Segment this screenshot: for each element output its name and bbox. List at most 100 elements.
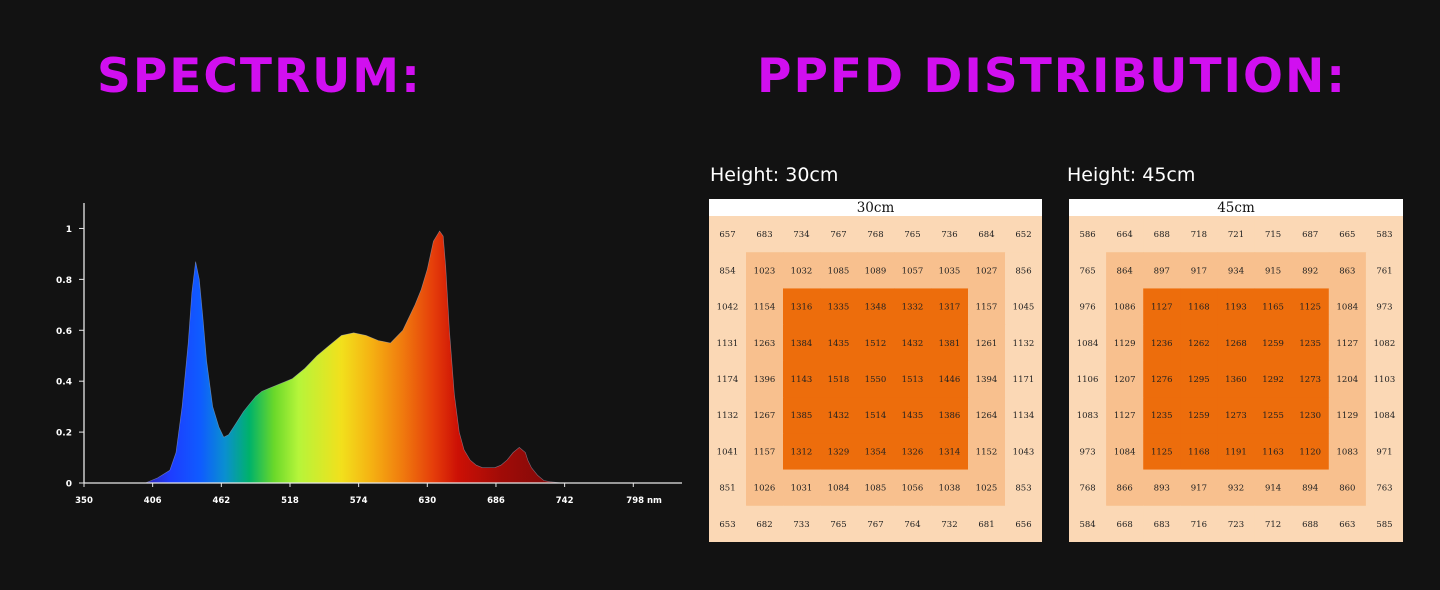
heatmap-cell	[1143, 252, 1181, 290]
heatmap-value: 1259	[1188, 411, 1210, 421]
heatmap-cell	[1217, 397, 1256, 434]
heatmap-value: 1032	[791, 266, 813, 276]
heatmap-value: 1386	[939, 411, 961, 421]
heatmap-value: 1165	[1262, 303, 1284, 313]
heatmap-cell	[857, 433, 895, 471]
heatmap-cell	[1328, 216, 1367, 253]
heatmap-cell	[1365, 397, 1403, 434]
heatmap-cell	[857, 360, 895, 398]
heatmap-value: 764	[904, 520, 920, 530]
heatmap-value: 1042	[717, 303, 739, 313]
heatmap-cell	[783, 469, 821, 507]
heatmap-value: 1084	[828, 484, 850, 494]
heatmap-value: 1432	[828, 411, 850, 421]
heatmap-cell	[1069, 216, 1107, 253]
grid-title-bar	[1069, 199, 1403, 216]
heatmap-value: 1518	[828, 375, 850, 385]
heatmap-cell	[783, 397, 821, 434]
heatmap-cell	[931, 433, 969, 471]
heatmap-value: 932	[1228, 484, 1244, 494]
heatmap-value: 1134	[1013, 411, 1035, 421]
heatmap-cell	[1180, 324, 1219, 362]
heatmap-cell	[1106, 505, 1144, 542]
heatmap-cell	[931, 252, 969, 290]
grid-title-bar	[709, 199, 1042, 216]
heatmap-cell	[783, 216, 821, 253]
heatmap-cell	[1254, 324, 1293, 362]
heatmap-cell	[1217, 433, 1256, 471]
heatmap-cell	[1180, 469, 1219, 507]
x-tick-label: 574	[350, 496, 368, 506]
heatmap-value: 1513	[902, 375, 924, 385]
heatmap-cell	[1005, 505, 1042, 542]
heatmap-cell	[931, 469, 969, 507]
heatmap-value: 1261	[976, 339, 998, 349]
heatmap-value: 767	[867, 520, 883, 530]
heatmap-value: 1264	[976, 411, 998, 421]
heatmap-cell	[968, 433, 1006, 471]
heatmap-value: 1125	[1299, 303, 1321, 313]
heatmap-cell	[1106, 397, 1144, 434]
heatmap-cell	[709, 252, 747, 290]
heatmap-cell	[857, 216, 895, 253]
heatmap-value: 1191	[1225, 447, 1247, 457]
heatmap-value: 1025	[976, 484, 998, 494]
heatmap-value: 1276	[1151, 375, 1173, 385]
heatmap-cell	[1143, 360, 1181, 398]
ppfd-grid-30cm: 30cm 657 683 734 767 768 765 736 684 652 854 1023 10…	[709, 199, 1042, 542]
heatmap-value: 682	[756, 520, 772, 530]
heatmap-value: 1084	[1374, 411, 1396, 421]
heatmap-value: 973	[1376, 303, 1392, 313]
heatmap-cell	[1005, 469, 1042, 507]
heatmap-cell	[1254, 252, 1293, 290]
heatmap-value: 733	[793, 520, 809, 530]
heatmap-value: 866	[1117, 484, 1133, 494]
heatmap-value: 1157	[754, 447, 776, 457]
heatmap-cell	[1217, 252, 1256, 290]
heatmap-cell	[968, 397, 1006, 434]
heatmap-value: 971	[1376, 447, 1392, 457]
heatmap-cell	[1365, 469, 1403, 507]
heatmap-cell	[1291, 505, 1330, 542]
heatmap-value: 915	[1265, 266, 1281, 276]
heatmap-cell	[709, 433, 747, 471]
x-tick-label: 350	[75, 496, 93, 506]
heatmap-cell	[1180, 252, 1219, 290]
heatmap-value: 1385	[791, 411, 813, 421]
heatmap-cell	[1254, 216, 1293, 253]
heatmap-value: 768	[867, 230, 883, 240]
heatmap-value: 1026	[754, 484, 776, 494]
heatmap-cell	[1217, 324, 1256, 362]
heatmap-cell	[1180, 216, 1219, 253]
heatmap-cell	[1069, 397, 1107, 434]
heatmap-value: 1157	[976, 303, 998, 313]
heatmap-value: 767	[830, 230, 846, 240]
heatmap-cell	[1254, 433, 1293, 471]
heatmap-value: 1514	[865, 411, 887, 421]
heatmap-cell	[857, 324, 895, 362]
spectrum-heading: SPECTRUM:	[97, 49, 422, 104]
heatmap-cell	[709, 360, 747, 398]
heatmap-cell	[1106, 469, 1144, 507]
heatmap-value: 684	[978, 230, 994, 240]
heatmap-cell	[1365, 433, 1403, 471]
heatmap-value: 652	[1015, 230, 1031, 240]
heatmap-cell	[1180, 505, 1219, 542]
heatmap-cell	[783, 433, 821, 471]
heatmap-value: 864	[1117, 266, 1133, 276]
heatmap-cell	[746, 433, 784, 471]
heatmap-value: 1085	[865, 484, 887, 494]
heatmap-cell	[857, 288, 895, 326]
heatmap-cell	[1217, 360, 1256, 398]
heatmap-cell	[968, 469, 1006, 507]
heatmap-value: 1132	[1013, 339, 1035, 349]
heatmap-value: 1230	[1299, 411, 1321, 421]
heatmap-value: 586	[1079, 230, 1095, 240]
x-tick-label: 630	[418, 496, 436, 506]
heatmap-value: 1041	[717, 447, 739, 457]
heatmap-cell	[894, 360, 932, 398]
spectrum-area	[84, 230, 636, 484]
heatmap-cell	[894, 433, 932, 471]
heatmap-value: 1103	[1374, 375, 1396, 385]
heatmap-cell	[1106, 252, 1144, 290]
